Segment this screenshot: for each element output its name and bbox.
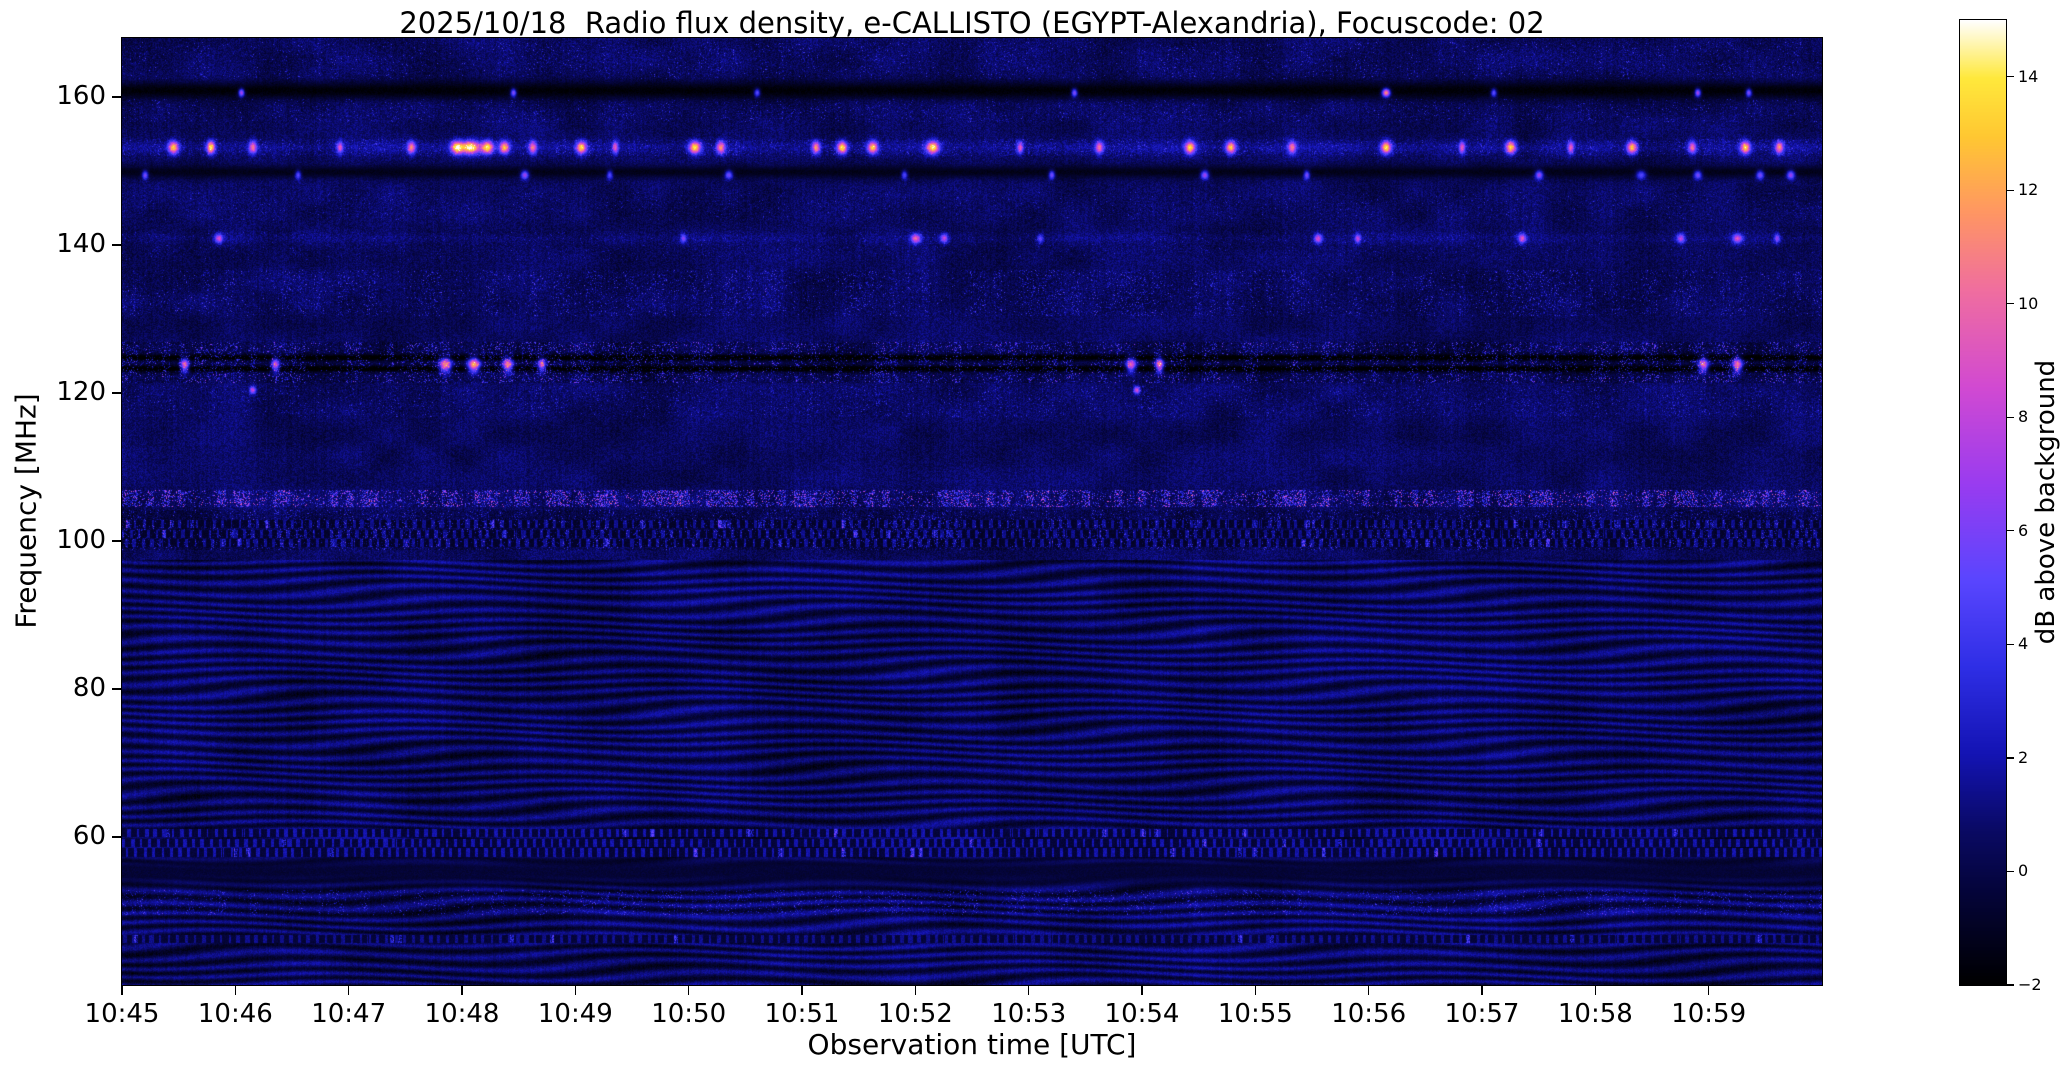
colorbar-tick-mark: [2007, 76, 2014, 78]
colorbar-label: dB above background: [2031, 359, 2061, 645]
x-tick-label: 10:58: [1557, 999, 1633, 1029]
x-tick-mark: [121, 986, 123, 995]
y-tick-label: 60: [72, 821, 106, 852]
x-tick-mark: [914, 986, 917, 995]
x-tick-label: 10:46: [197, 999, 273, 1029]
y-tick-label: 140: [56, 229, 106, 260]
colorbar-tick-label: 10: [2018, 293, 2039, 313]
x-tick-label: 10:51: [764, 999, 840, 1029]
colorbar-tick-mark: [2007, 984, 2014, 986]
colorbar-tick-mark: [2007, 303, 2014, 305]
y-tick-label: 100: [56, 525, 106, 556]
x-tick-mark: [1367, 986, 1370, 995]
x-tick-label: 10:47: [311, 999, 387, 1029]
y-tick-mark: [112, 688, 121, 690]
x-tick-label: 10:55: [1217, 999, 1293, 1029]
colorbar-tick-label: 8: [2018, 407, 2029, 427]
y-tick-mark: [112, 96, 121, 98]
y-tick-mark: [112, 836, 121, 838]
colorbar-tick-mark: [2007, 870, 2014, 873]
x-tick-label: 10:52: [877, 999, 953, 1029]
y-tick-mark: [112, 540, 121, 542]
x-tick-label: 10:56: [1331, 999, 1407, 1029]
x-tick-mark: [1027, 986, 1030, 995]
x-tick-label: 10:54: [1104, 999, 1180, 1029]
x-tick-mark: [801, 986, 803, 995]
y-tick-mark: [112, 392, 121, 394]
x-tick-mark: [1141, 986, 1143, 995]
x-tick-mark: [1594, 986, 1597, 995]
spectrogram-heatmap-canvas: [121, 37, 1823, 986]
x-tick-label: 10:45: [84, 999, 160, 1029]
colorbar-tick-mark: [2007, 189, 2014, 191]
colorbar-tick-mark: [2007, 530, 2014, 532]
y-tick-label: 120: [56, 377, 106, 408]
x-tick-label: 10:50: [651, 999, 727, 1029]
colorbar-canvas: [1959, 19, 2007, 986]
x-tick-mark: [347, 986, 350, 995]
x-tick-mark: [1481, 986, 1483, 995]
y-axis-label: Frequency [MHz]: [9, 393, 43, 629]
colorbar-tick-label: 0: [2018, 861, 2029, 881]
y-tick-label: 80: [72, 673, 106, 704]
colorbar-tick-label: 2: [2018, 747, 2029, 767]
x-tick-label: 10:49: [537, 999, 613, 1029]
x-axis-label: Observation time [UTC]: [807, 1028, 1137, 1061]
colorbar-tick-label: 12: [2018, 180, 2039, 200]
x-tick-label: 10:57: [1444, 999, 1520, 1029]
x-tick-label: 10:48: [424, 999, 500, 1029]
colorbar-tick-mark: [2007, 643, 2014, 645]
x-tick-mark: [461, 986, 463, 995]
x-tick-mark: [1707, 986, 1710, 995]
x-tick-mark: [234, 986, 237, 995]
x-tick-label: 10:59: [1671, 999, 1747, 1029]
x-tick-label: 10:53: [991, 999, 1067, 1029]
colorbar-tick-mark: [2007, 757, 2014, 759]
chart-title: 2025/10/18 Radio flux density, e-CALLIST…: [399, 6, 1545, 40]
y-tick-label: 160: [56, 81, 106, 112]
colorbar-tick-label: 4: [2018, 634, 2029, 654]
colorbar-tick-mark: [2007, 416, 2014, 418]
x-tick-mark: [687, 986, 690, 995]
colorbar-tick-label: −2: [2018, 975, 2042, 994]
colorbar-tick-label: 14: [2018, 66, 2039, 86]
colorbar-tick-label: 6: [2018, 520, 2029, 540]
x-tick-mark: [574, 986, 577, 995]
y-tick-mark: [112, 244, 121, 246]
x-tick-mark: [1254, 986, 1257, 995]
